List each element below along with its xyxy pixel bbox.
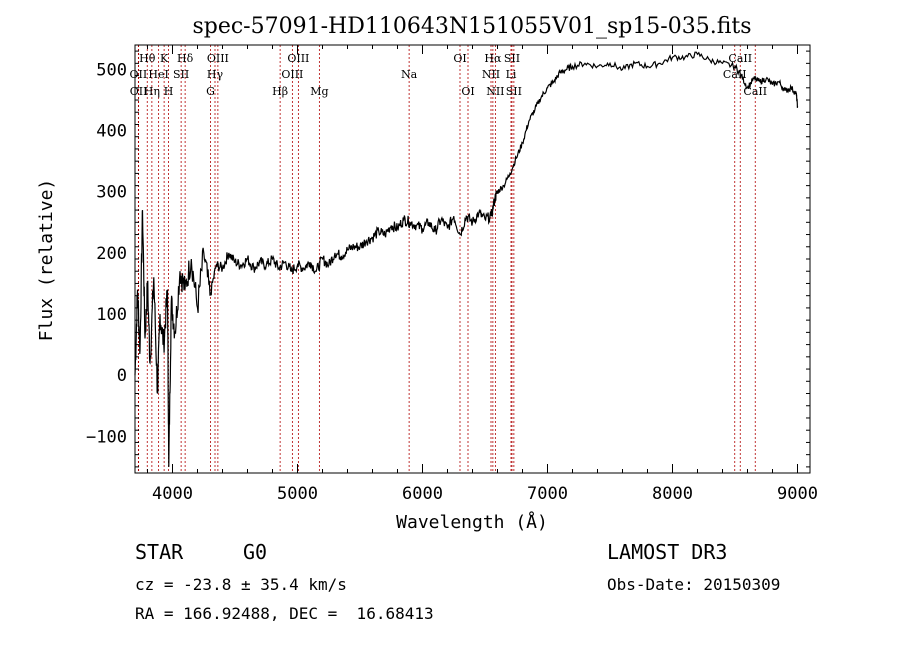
line-label: G (206, 85, 215, 98)
line-label: SII (504, 52, 520, 65)
line-label: HeI (148, 68, 168, 81)
x-tick-label: 9000 (777, 484, 818, 504)
line-label: Li (506, 68, 517, 81)
y-tick-label: 0 (117, 366, 127, 386)
observation-date: Obs-Date: 20150309 (607, 575, 781, 594)
x-axis-label: Wavelength (Å) (396, 511, 548, 533)
x-tick-label: 5000 (277, 484, 318, 504)
line-label: SII (506, 85, 522, 98)
line-label: OI (461, 85, 474, 98)
line-label: OIII (281, 68, 303, 81)
y-axis: −100 0 100 200 300 400 500 (86, 50, 810, 468)
line-label: Hθ (139, 52, 156, 65)
y-tick-label: 400 (96, 122, 127, 142)
line-label: Mg (310, 85, 328, 98)
x-tick-label: 8000 (652, 484, 693, 504)
line-label: Hη (144, 85, 160, 98)
line-label: CaII (728, 52, 752, 65)
coordinates: RA = 166.92488, DEC = 16.68413 (135, 604, 434, 623)
line-label: Hα (484, 52, 502, 65)
line-label: OI (453, 52, 466, 65)
y-tick-label: 300 (96, 183, 127, 203)
plot-frame (134, 44, 811, 474)
y-tick-label: 500 (96, 60, 127, 80)
line-label: OIII (207, 52, 229, 65)
y-axis-label: Flux (relative) (36, 179, 57, 342)
line-label: K (160, 52, 169, 65)
line-label: CaII (743, 85, 767, 98)
emission-line-markers (137, 45, 756, 473)
line-label: Hγ (207, 68, 224, 81)
y-tick-label: 200 (96, 244, 127, 264)
x-tick-label: 7000 (527, 484, 568, 504)
line-label: Hδ (177, 52, 194, 65)
x-axis: 4000 5000 6000 7000 8000 9000 (147, 45, 818, 504)
line-label: H (164, 85, 174, 98)
line-label: Na (401, 68, 418, 81)
line-label: OIII (287, 52, 309, 65)
x-tick-label: 6000 (402, 484, 443, 504)
chart-title: spec-57091-HD110643N151055V01_sp15-035.f… (192, 14, 751, 39)
y-tick-label: 100 (96, 305, 127, 325)
line-label: NII (482, 68, 500, 81)
line-label: NII (486, 85, 504, 98)
y-tick-label: −100 (86, 427, 127, 447)
line-label: CaII (723, 68, 747, 81)
x-tick-label: 4000 (152, 484, 193, 504)
line-label: Hβ (272, 85, 288, 98)
survey-name: LAMOST DR3 (607, 540, 728, 564)
redshift-velocity: cz = -23.8 ± 35.4 km/s (135, 575, 347, 594)
object-subclass: G0 (243, 540, 268, 564)
line-label: SII (173, 68, 189, 81)
object-class: STAR (135, 540, 184, 564)
line-label: OII (130, 85, 148, 98)
spectrum-series-line (134, 51, 799, 467)
line-label: OII (130, 68, 148, 81)
